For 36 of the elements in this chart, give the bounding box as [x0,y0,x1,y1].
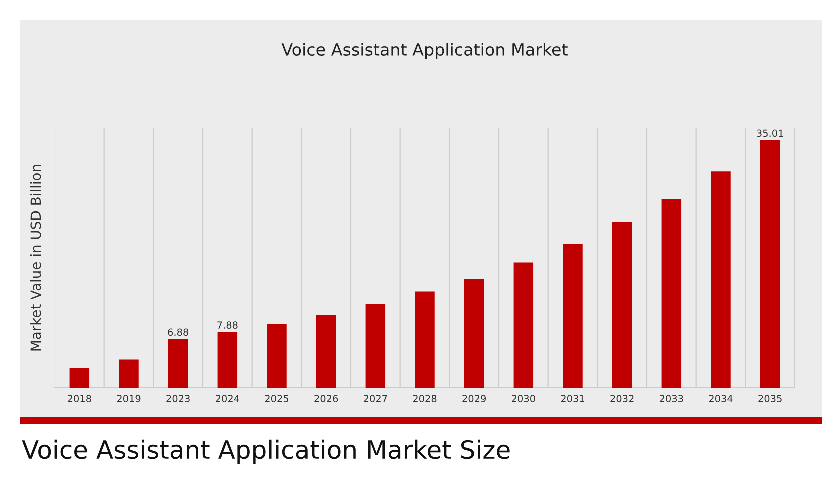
bar [267,324,287,388]
bar [70,368,90,388]
x-tick-label: 2029 [462,395,486,402]
x-tick-label: 2034 [709,395,733,402]
x-tick-label: 2025 [265,395,289,402]
chart-title: Voice Assistant Application Market [282,43,568,60]
bar [119,360,139,388]
bar [168,339,188,388]
x-tick-label: 2019 [117,395,141,402]
bar [366,304,386,388]
y-axis-title: Market Value in USD Billion [30,165,42,351]
x-tick-label: 2032 [610,395,634,402]
bar [563,244,583,388]
x-tick-label: 2026 [314,395,338,402]
bar [316,315,336,388]
x-tick-label: 2024 [216,395,240,402]
bar [464,279,484,388]
bar [711,172,731,388]
x-tick-label: 2035 [758,395,782,402]
bar [218,332,238,388]
x-tick-label: 2030 [512,395,536,402]
bar [662,199,682,388]
x-tick-label: 2018 [68,395,92,402]
bar [415,292,435,388]
x-tick-label: 2023 [166,395,190,402]
x-tick-label: 2028 [413,395,437,402]
x-tick-label: 2027 [364,395,388,402]
data-label: 35.01 [757,130,784,138]
data-label: 7.88 [218,322,238,329]
bar [612,222,632,388]
x-tick-label: 2031 [561,395,584,402]
data-label: 6.88 [168,328,188,336]
bar [514,262,534,388]
x-tick-label: 2033 [660,395,684,402]
bar [760,140,780,388]
text: Voice Assistant Application Market Size [22,440,510,464]
